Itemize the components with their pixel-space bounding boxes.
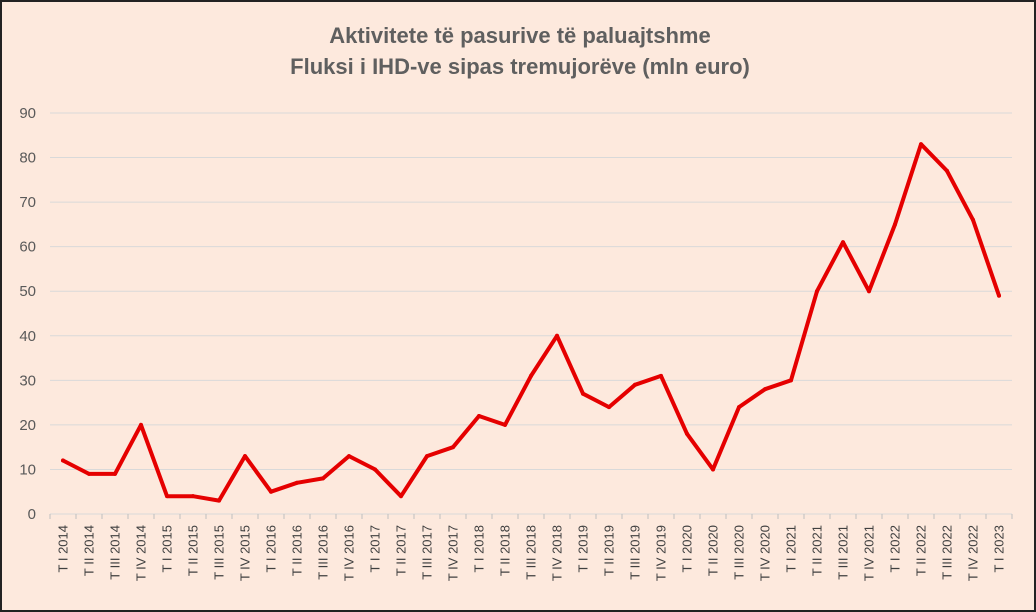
chart-title-block: Aktivitete të pasurive të paluajtshme Fl… [2, 20, 1036, 82]
data-point [217, 498, 221, 503]
x-tick-label: T III 2020 [732, 525, 747, 580]
data-point [113, 471, 117, 476]
data-point [789, 378, 793, 383]
data-point [633, 382, 637, 387]
x-tick-label: T I 2015 [160, 525, 175, 572]
data-point [503, 422, 507, 427]
x-tick-label: T II 2021 [810, 525, 825, 576]
x-tick-label: T I 2020 [680, 525, 695, 572]
x-tick-label: T IV 2019 [654, 525, 669, 581]
y-tick-label: 50 [19, 283, 36, 300]
data-point [451, 445, 455, 450]
x-tick-label: T II 2015 [186, 525, 201, 576]
chart-title: Aktivitete të pasurive të paluajtshme [329, 23, 711, 48]
data-point [165, 494, 169, 499]
x-tick-label: T IV 2020 [758, 525, 773, 581]
y-tick-label: 90 [19, 105, 36, 122]
x-tick-label: T I 2019 [576, 525, 591, 572]
y-tick-label: 70 [19, 194, 36, 211]
x-tick-label: T I 2014 [56, 525, 71, 572]
x-axis: T I 2014 T II 2014 T III 2014 T IV 2014 T I … [49, 514, 1013, 581]
data-point [529, 373, 533, 378]
x-tick-label: T IV 2016 [342, 525, 357, 581]
data-point [997, 293, 1001, 298]
data-point [295, 480, 299, 485]
data-point [945, 168, 949, 173]
y-tick-label: 40 [19, 328, 36, 345]
y-tick-label: 20 [19, 417, 36, 434]
data-point [269, 489, 273, 494]
data-point [841, 240, 845, 245]
x-tick-label: T III 2015 [212, 525, 227, 580]
x-tick-label: T III 2021 [836, 525, 851, 580]
data-point [919, 142, 923, 147]
x-tick-label: T III 2022 [940, 525, 955, 580]
x-tick-label: T II 2017 [394, 525, 409, 576]
y-tick-label: 30 [19, 372, 36, 389]
x-tick-label: T I 2021 [784, 525, 799, 572]
data-point [477, 413, 481, 418]
data-point [425, 454, 429, 459]
y-tick-label: 60 [19, 239, 36, 256]
x-tick-label: T II 2018 [498, 525, 513, 576]
x-tick-label: T II 2019 [602, 525, 617, 576]
data-point [243, 454, 247, 459]
plot-area [61, 142, 1001, 503]
y-tick-label: 0 [28, 506, 36, 523]
x-tick-label: T II 2016 [290, 525, 305, 576]
y-axis: 0 10 20 30 40 50 60 70 80 90 [19, 105, 36, 523]
y-tick-label: 10 [19, 461, 36, 478]
x-tick-label: T I 2023 [992, 525, 1007, 572]
x-tick-label: T I 2017 [368, 525, 383, 572]
x-tick-label: T III 2014 [108, 525, 123, 580]
grid-lines [50, 112, 1012, 515]
series-line [61, 142, 1001, 503]
data-point [893, 222, 897, 227]
data-point [87, 471, 91, 476]
data-point [711, 467, 715, 472]
data-point [867, 289, 871, 294]
data-point [399, 494, 403, 499]
x-tick-label: T IV 2018 [550, 525, 565, 581]
x-tick-label: T I 2016 [264, 525, 279, 572]
data-point [347, 454, 351, 459]
x-tick-label: T III 2018 [524, 525, 539, 580]
x-tick-label: T II 2014 [82, 525, 97, 576]
data-point [581, 391, 585, 396]
x-tick-label: T II 2022 [914, 525, 929, 576]
x-tick-label: T IV 2021 [862, 525, 877, 581]
data-point [737, 405, 741, 410]
x-tick-label: T IV 2015 [238, 525, 253, 581]
data-point [555, 333, 559, 338]
x-tick-label: T IV 2017 [446, 525, 461, 581]
data-point [607, 405, 611, 410]
data-point [763, 387, 767, 392]
data-point [373, 467, 377, 472]
x-tick-label: T I 2022 [888, 525, 903, 572]
x-tick-label: T III 2016 [316, 525, 331, 580]
data-point [61, 458, 65, 463]
x-tick-label: T III 2017 [420, 525, 435, 580]
x-tick-label: T IV 2014 [134, 525, 149, 581]
data-point [815, 289, 819, 294]
data-point [321, 476, 325, 481]
x-tick-label: T IV 2022 [966, 525, 981, 581]
x-tick-label: T I 2018 [472, 525, 487, 572]
data-point [139, 422, 143, 427]
y-tick-label: 80 [19, 150, 36, 167]
chart-subtitle: Fluksi i IHD-ve sipas tremujorëve (mln e… [290, 54, 750, 79]
data-point [971, 217, 975, 222]
data-point [659, 373, 663, 378]
data-point [685, 431, 689, 436]
x-tick-label: T II 2020 [706, 525, 721, 576]
x-tick-label: T III 2019 [628, 525, 643, 580]
data-point [191, 494, 195, 499]
